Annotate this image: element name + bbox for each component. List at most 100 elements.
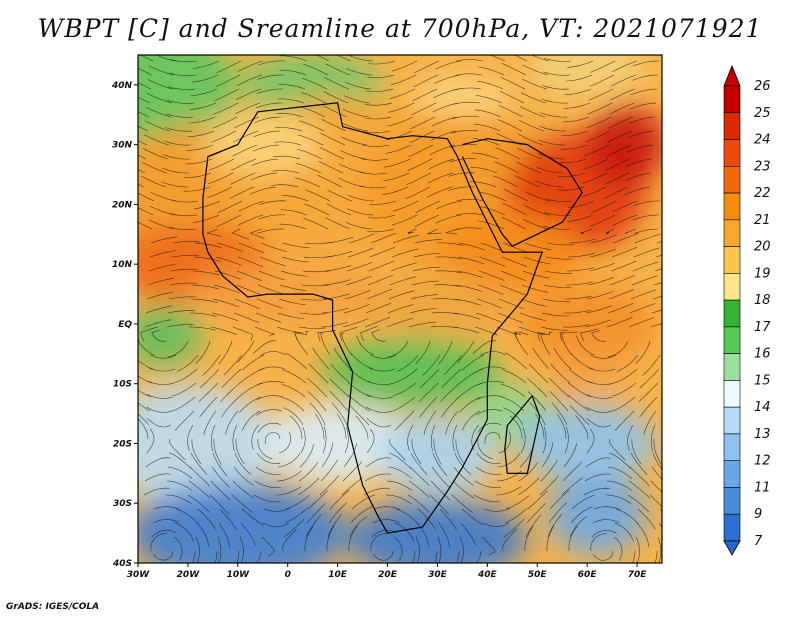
streamline — [230, 172, 256, 185]
streamline — [498, 431, 511, 454]
streamline — [502, 202, 528, 216]
streamline — [346, 208, 374, 216]
streamline — [567, 253, 595, 258]
streamline — [415, 200, 441, 213]
streamline — [625, 172, 652, 182]
streamline — [211, 130, 237, 143]
streamline — [475, 466, 502, 475]
streamline — [275, 486, 302, 496]
streamline — [457, 340, 475, 363]
streamline — [219, 508, 238, 531]
streamline — [423, 410, 437, 435]
streamline — [457, 199, 485, 202]
streamline — [256, 550, 262, 563]
streamline — [476, 395, 504, 400]
streamline — [456, 270, 484, 279]
streamline — [234, 116, 260, 129]
streamline — [432, 452, 448, 477]
streamline — [237, 340, 255, 363]
streamline — [138, 207, 154, 216]
map-plot-area — [138, 55, 662, 563]
streamline — [456, 213, 484, 216]
streamline — [167, 466, 193, 479]
streamline — [257, 74, 285, 80]
streamline — [256, 409, 283, 416]
colorbar-max-arrow — [723, 64, 741, 87]
streamline — [565, 295, 592, 300]
streamline — [145, 106, 172, 118]
streamline — [167, 100, 195, 104]
streamline — [366, 394, 394, 399]
streamline — [233, 130, 259, 143]
streamline — [543, 225, 571, 230]
streamline — [191, 438, 202, 464]
streamline — [570, 506, 593, 524]
streamline — [415, 536, 420, 563]
streamline — [319, 475, 340, 496]
colorbar-swatch — [723, 433, 741, 462]
streamline — [368, 214, 396, 219]
streamline — [138, 413, 150, 426]
streamline — [607, 466, 633, 479]
streamline — [458, 242, 486, 251]
streamline — [223, 354, 243, 376]
streamline — [604, 172, 630, 185]
streamline — [221, 368, 242, 388]
streamline — [253, 130, 281, 138]
streamline — [580, 186, 607, 198]
streamline — [329, 378, 350, 398]
streamline — [151, 530, 177, 538]
lon-tick-label: 0 — [285, 570, 291, 580]
streamline — [138, 96, 151, 104]
africa-coastline — [202, 102, 544, 534]
streamline — [452, 326, 480, 334]
streamline — [282, 407, 304, 426]
streamline — [321, 119, 347, 132]
streamline — [563, 443, 577, 468]
colorbar-label: 11 — [754, 480, 771, 495]
streamline — [629, 102, 657, 110]
streamline — [532, 347, 550, 370]
coastlines — [202, 102, 583, 534]
colorbar-swatch — [723, 219, 741, 247]
streamline — [257, 284, 284, 295]
streamline — [460, 522, 476, 546]
streamline — [429, 144, 456, 155]
streamline — [237, 256, 264, 268]
streamline — [415, 340, 431, 364]
colorbar-label: 13 — [754, 427, 771, 442]
streamline — [626, 158, 653, 167]
streamline — [276, 470, 302, 482]
colorbar-swatch — [723, 112, 741, 140]
streamline — [521, 78, 548, 90]
streamline — [657, 536, 662, 563]
streamline — [236, 270, 263, 282]
colorbar-label: 26 — [754, 79, 771, 94]
streamline — [373, 506, 401, 510]
streamline — [634, 233, 661, 244]
streamline — [299, 444, 314, 468]
streamline — [171, 199, 199, 203]
streamline — [242, 410, 261, 431]
streamline — [587, 277, 614, 286]
streamline — [517, 147, 543, 160]
streamline — [387, 304, 414, 314]
streamline — [454, 452, 472, 475]
streamline — [524, 191, 551, 202]
streamline — [341, 332, 353, 356]
streamline — [650, 480, 662, 493]
streamline — [171, 255, 199, 258]
streamline — [305, 189, 331, 202]
streamline — [256, 395, 284, 401]
streamline — [207, 186, 233, 198]
streamline — [498, 105, 524, 118]
streamline — [548, 502, 567, 524]
streamline — [539, 126, 566, 132]
streamline — [255, 102, 282, 109]
streamline — [326, 203, 352, 216]
streamline — [346, 55, 374, 62]
streamline — [256, 452, 281, 464]
streamline — [282, 369, 307, 384]
streamline — [217, 536, 222, 563]
